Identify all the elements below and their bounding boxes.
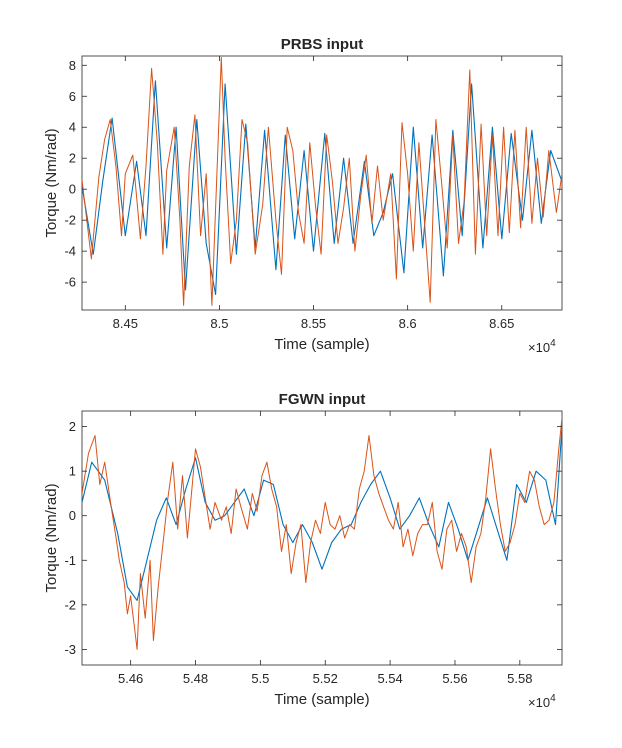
top-y-tick-label: 0	[69, 182, 76, 197]
top-x-tick-label: 8.45	[113, 316, 138, 331]
bottom-y-tick-label: -2	[64, 597, 76, 612]
bottom-tick-layer: 5.46 5.48 5.5 5.52 5.54 5.56 5.58 -3 -2 -1 0 1 2	[64, 411, 562, 686]
bottom-x-tick-label: 5.52	[313, 671, 338, 686]
bottom-x-tick-label: 5.5	[251, 671, 269, 686]
bottom-x-tick-label: 5.56	[442, 671, 467, 686]
top-x-exponent-base: ×10	[528, 340, 550, 355]
top-y-tick-label: 8	[69, 58, 76, 73]
bottom-x-exponent-base: ×10	[528, 695, 550, 710]
bottom-x-tick-label: 5.58	[507, 671, 532, 686]
top-y-tick-label: -4	[64, 244, 76, 259]
top-axes-prbs: PRBS input 8.45 8.5 8.55 8.6 8.65-6-4-202468…	[43, 36, 563, 355]
top-x-tick-label: 8.65	[489, 316, 514, 331]
top-x-tick-label: 8.6	[399, 316, 417, 331]
bottom-axes-fgwn: FGWN input 5.46 5.48 5.5 5.52 5.54 5.56 5.58 -3…	[43, 391, 563, 710]
bottom-x-axis-label: Time (sample)	[274, 691, 369, 708]
top-x-axis-label: Time (sample)	[274, 336, 369, 353]
top-series-layer	[82, 57, 562, 306]
bottom-x-tick-label: 5.48	[183, 671, 208, 686]
bottom-y-tick-label: -3	[64, 642, 76, 657]
top-x-tick-label: 8.5	[210, 316, 228, 331]
top-y-tick-label: -6	[64, 275, 76, 290]
top-y-tick-label: 4	[69, 120, 76, 135]
top-x-exponent-power: 4	[550, 338, 556, 349]
bottom-y-tick-label: 2	[69, 419, 76, 434]
top-x-tick-label: 8.55	[301, 316, 326, 331]
top-tick-layer: 8.45 8.5 8.55 8.6 8.65 -6 -4 -2 0 2 4 6 8	[64, 56, 562, 331]
bottom-y-axis-label: Torque (Nm/rad)	[43, 483, 60, 592]
top-y-tick-label: 2	[69, 151, 76, 166]
bottom-y-tick-label: 0	[69, 508, 76, 523]
top-x-exponent: ×104	[528, 338, 556, 355]
bottom-y-tick-label: -1	[64, 553, 76, 568]
bottom-series-layer	[82, 417, 562, 650]
bottom-y-tick-label: 1	[69, 464, 76, 479]
bottom-x-exponent: ×104	[528, 693, 556, 710]
top-series-line-2	[82, 57, 562, 306]
bottom-x-tick-label: 5.54	[377, 671, 402, 686]
bottom-x-tick-label: 5.46	[118, 671, 143, 686]
bottom-plot-area	[81, 410, 563, 666]
bottom-series-line-2	[82, 417, 562, 650]
top-y-tick-label: -2	[64, 213, 76, 228]
top-y-tick-label: 6	[69, 89, 76, 104]
top-series-line-1	[82, 80, 562, 296]
bottom-x-exponent-power: 4	[550, 693, 556, 704]
top-chart-title: PRBS input	[281, 36, 364, 53]
bottom-series-line-1	[82, 426, 562, 601]
bottom-chart-title: FGWN input	[279, 391, 366, 408]
top-y-axis-label: Torque (Nm/rad)	[43, 128, 60, 237]
